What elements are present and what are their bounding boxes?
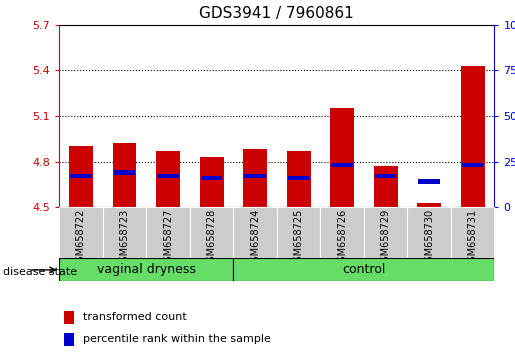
Bar <box>63 311 75 324</box>
Bar <box>243 149 267 207</box>
Bar <box>233 207 277 258</box>
Text: GSM658726: GSM658726 <box>337 209 347 268</box>
Bar <box>156 151 180 207</box>
Bar <box>330 108 354 207</box>
Bar <box>70 174 92 178</box>
Bar <box>277 207 320 258</box>
Text: GSM658728: GSM658728 <box>207 209 216 268</box>
Bar <box>114 170 135 175</box>
Bar <box>233 258 494 281</box>
Text: disease state: disease state <box>3 267 77 277</box>
Bar <box>190 207 233 258</box>
Text: GSM658725: GSM658725 <box>294 209 303 268</box>
Bar <box>59 258 233 281</box>
Bar <box>320 207 364 258</box>
Bar <box>201 176 222 180</box>
Bar <box>63 333 75 346</box>
Bar <box>417 202 441 207</box>
Bar <box>200 157 224 207</box>
Text: GSM658724: GSM658724 <box>250 209 260 268</box>
Bar <box>288 176 310 180</box>
Bar <box>146 207 190 258</box>
Bar <box>462 163 484 167</box>
Bar <box>157 174 179 178</box>
Text: GSM658729: GSM658729 <box>381 209 390 268</box>
Bar <box>407 207 451 258</box>
Text: vaginal dryness: vaginal dryness <box>97 263 196 276</box>
Bar <box>103 207 146 258</box>
Text: GSM658722: GSM658722 <box>76 209 86 268</box>
Bar <box>59 207 103 258</box>
Bar <box>69 146 93 207</box>
Bar <box>364 207 407 258</box>
Bar <box>375 174 397 178</box>
Bar <box>461 66 485 207</box>
Text: GSM658723: GSM658723 <box>119 209 129 268</box>
Text: GSM658730: GSM658730 <box>424 209 434 268</box>
Text: transformed count: transformed count <box>83 312 187 322</box>
Bar <box>451 207 494 258</box>
Bar <box>374 166 398 207</box>
Bar <box>331 163 353 167</box>
Bar <box>287 151 311 207</box>
Title: GDS3941 / 7960861: GDS3941 / 7960861 <box>199 6 354 21</box>
Text: GSM658727: GSM658727 <box>163 209 173 268</box>
Text: control: control <box>342 263 386 276</box>
Bar <box>244 174 266 178</box>
Text: GSM658731: GSM658731 <box>468 209 477 268</box>
Bar <box>418 179 440 184</box>
Bar <box>113 143 136 207</box>
Text: percentile rank within the sample: percentile rank within the sample <box>83 335 271 344</box>
